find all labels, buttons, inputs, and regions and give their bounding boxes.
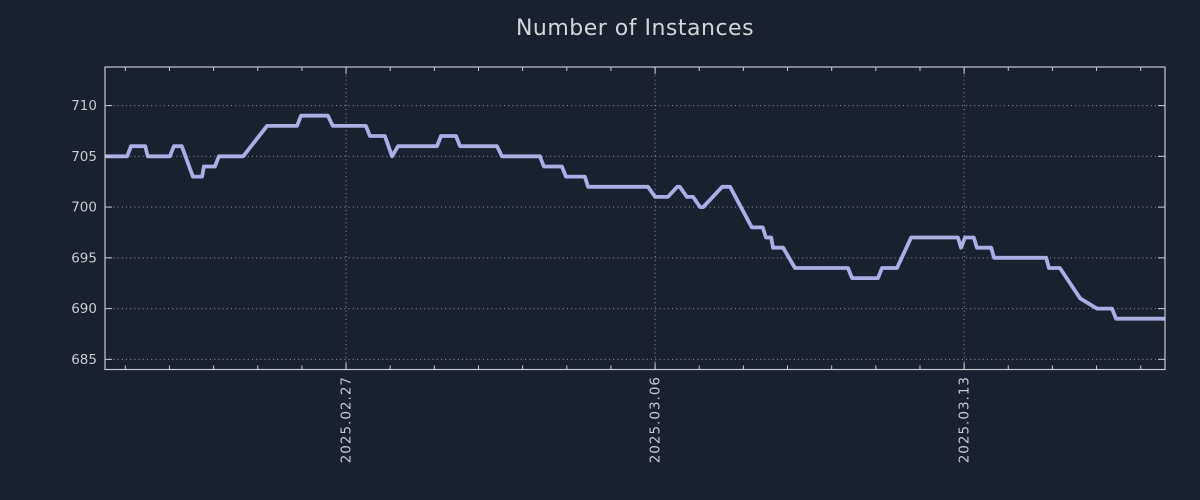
chart-title: Number of Instances bbox=[515, 16, 755, 41]
x-tick-label: 2025.03.06 bbox=[648, 376, 664, 463]
x-tick-label: 2025.02.27 bbox=[339, 376, 355, 463]
axes bbox=[104, 66, 1166, 371]
data-series bbox=[105, 113, 1165, 321]
y-tick-label: 690 bbox=[71, 301, 97, 317]
y-tick-label: 710 bbox=[71, 98, 97, 114]
x-tick-label: 2025.03.13 bbox=[957, 376, 973, 463]
y-tick-label: 705 bbox=[71, 149, 97, 165]
grid-lines bbox=[105, 67, 1165, 370]
plot-border bbox=[104, 66, 1166, 371]
y-tick-label: 700 bbox=[71, 200, 97, 216]
tick-labels: 685 690 695 700 705 710 2025.02.27 2025.03.06 20… bbox=[71, 98, 972, 463]
y-tick-label: 695 bbox=[71, 250, 97, 266]
y-tick-label: 685 bbox=[71, 352, 97, 368]
series-line-instances bbox=[105, 113, 1165, 321]
